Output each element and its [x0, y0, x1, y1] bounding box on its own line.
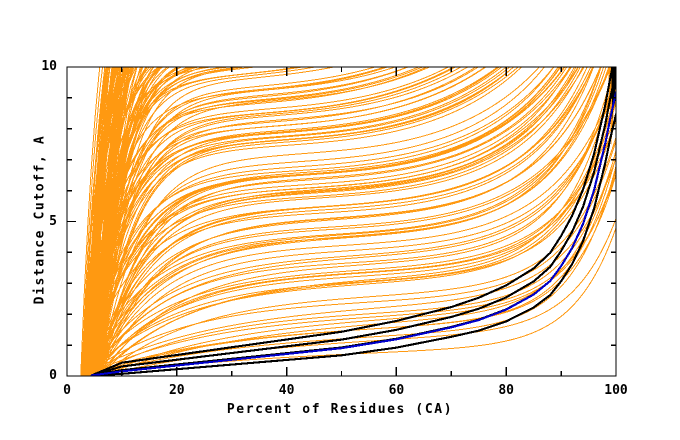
reference-model-curve — [90, 91, 616, 376]
prediction-curve — [88, 67, 477, 376]
prediction-curve — [83, 67, 389, 376]
prediction-curve — [86, 67, 571, 376]
prediction-curve — [80, 158, 616, 376]
x-tick-label: 40 — [278, 383, 295, 398]
prediction-curve — [84, 67, 450, 376]
prediction-curve — [101, 67, 601, 376]
prediction-curve — [99, 119, 616, 376]
prediction-curve — [96, 67, 580, 376]
prediction-curve — [87, 67, 200, 376]
prediction-curve — [93, 67, 545, 376]
x-tick-label: 80 — [498, 383, 515, 398]
prediction-curve — [95, 67, 577, 376]
prediction-curve — [93, 67, 318, 376]
prediction-curve — [82, 67, 602, 376]
prediction-curve — [81, 67, 195, 376]
prediction-curve — [94, 67, 469, 376]
prediction-curve — [84, 67, 302, 376]
best-model-curve — [90, 67, 614, 376]
prediction-curve — [81, 67, 500, 376]
prediction-curve — [96, 67, 592, 376]
prediction-curve — [86, 67, 602, 376]
prediction-curve — [84, 100, 616, 376]
prediction-curve — [97, 67, 511, 376]
prediction-curve — [94, 151, 616, 376]
prediction-curve — [91, 67, 487, 376]
y-axis-label: Distance Cutoff, A — [32, 134, 48, 305]
prediction-curve — [88, 90, 616, 376]
prediction-curve — [99, 67, 540, 376]
prediction-curve — [86, 67, 595, 376]
x-axis-label: Percent of Residues (CA) — [226, 402, 454, 417]
prediction-curve — [87, 67, 572, 376]
y-tick-label: 5 — [49, 213, 57, 229]
x-tick-label: 60 — [388, 383, 405, 398]
y-tick-label: 0 — [49, 368, 57, 383]
prediction-curve — [86, 67, 605, 376]
prediction-curve — [81, 67, 428, 376]
prediction-curve — [84, 67, 515, 376]
axis-ticks — [66, 66, 617, 377]
prediction-curve — [87, 67, 559, 376]
prediction-curve — [89, 79, 616, 376]
prediction-curve — [98, 67, 205, 376]
prediction-curve — [93, 67, 410, 376]
prediction-curve — [97, 67, 515, 376]
prediction-curve — [97, 67, 594, 376]
reference-model-curve — [90, 91, 616, 376]
y-tick-label: 10 — [41, 59, 57, 74]
x-tick-label: 100 — [604, 383, 628, 398]
prediction-curve — [95, 67, 377, 376]
prediction-curve — [84, 114, 616, 376]
prediction-curve — [93, 67, 610, 376]
prediction-curve — [85, 174, 616, 376]
prediction-curve — [94, 97, 616, 376]
prediction-curve — [99, 67, 561, 376]
prediction-curve — [98, 67, 462, 376]
prediction-curve — [99, 67, 397, 376]
prediction-curve — [94, 67, 387, 376]
best-model-curve — [90, 113, 616, 376]
prediction-curve — [86, 67, 507, 376]
prediction-curve — [91, 67, 457, 376]
prediction-curve — [100, 170, 616, 376]
prediction-curve — [98, 85, 616, 376]
prediction-curve — [91, 102, 616, 376]
prediction-curve — [91, 67, 611, 376]
prediction-curve — [101, 67, 337, 376]
prediction-curve — [98, 67, 572, 376]
prediction-curve — [88, 67, 232, 376]
prediction-curve — [89, 67, 594, 376]
prediction-curve — [95, 80, 616, 376]
prediction-curve — [98, 120, 616, 376]
prediction-curve — [97, 67, 190, 376]
prediction-curve — [82, 67, 555, 376]
prediction-curve — [86, 77, 616, 376]
prediction-curve — [101, 136, 616, 376]
prediction-curve — [96, 67, 611, 376]
prediction-curve — [102, 67, 568, 376]
prediction-curve — [81, 67, 214, 376]
prediction-curve — [93, 67, 244, 376]
prediction-curve — [85, 67, 306, 376]
x-tick-label: 0 — [63, 383, 71, 398]
prediction-curve — [83, 67, 424, 376]
prediction-curve — [101, 67, 249, 376]
prediction-curve — [87, 67, 523, 376]
prediction-curve — [100, 150, 616, 376]
prediction-curve — [99, 67, 575, 376]
prediction-curve — [95, 67, 584, 376]
x-tick-label: 20 — [168, 383, 185, 398]
prediction-curve — [99, 67, 519, 376]
best-model-curve — [90, 70, 616, 376]
